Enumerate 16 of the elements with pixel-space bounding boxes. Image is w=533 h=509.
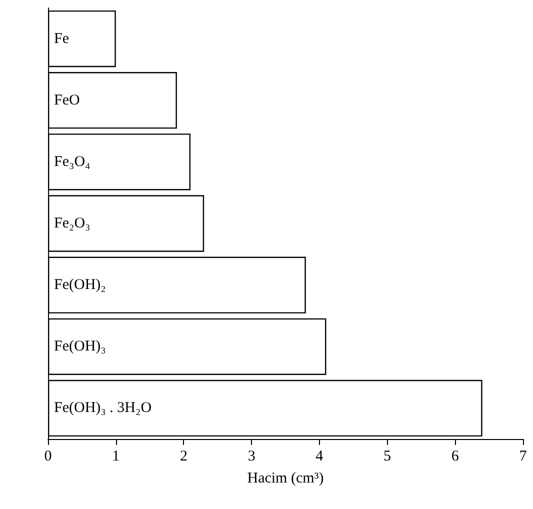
x-tick-label: 0 bbox=[44, 448, 52, 464]
y-tick-label: Fe(OH)₂ bbox=[54, 277, 106, 294]
x-tick-label: 6 bbox=[451, 448, 460, 464]
y-tick-label: FeO bbox=[54, 92, 80, 108]
x-tick-label: 3 bbox=[248, 448, 256, 464]
x-tick-label: 1 bbox=[112, 448, 120, 464]
x-axis-title: Hacim (cm³) bbox=[247, 470, 324, 486]
x-tick-label: 4 bbox=[316, 448, 324, 464]
y-tick-label: Fe₃O₄ bbox=[54, 154, 90, 170]
x-tick-label: 7 bbox=[519, 448, 528, 464]
y-tick-label: Fe(OH)₃ . 3H₂O bbox=[54, 400, 152, 416]
y-tick-label: Fe₂O₃ bbox=[54, 216, 90, 232]
x-tick-label: 2 bbox=[180, 448, 188, 464]
y-tick-label: Fe bbox=[54, 30, 70, 47]
x-tick-label: 5 bbox=[384, 448, 392, 464]
y-tick-label: Fe(OH)₃ bbox=[54, 338, 106, 355]
